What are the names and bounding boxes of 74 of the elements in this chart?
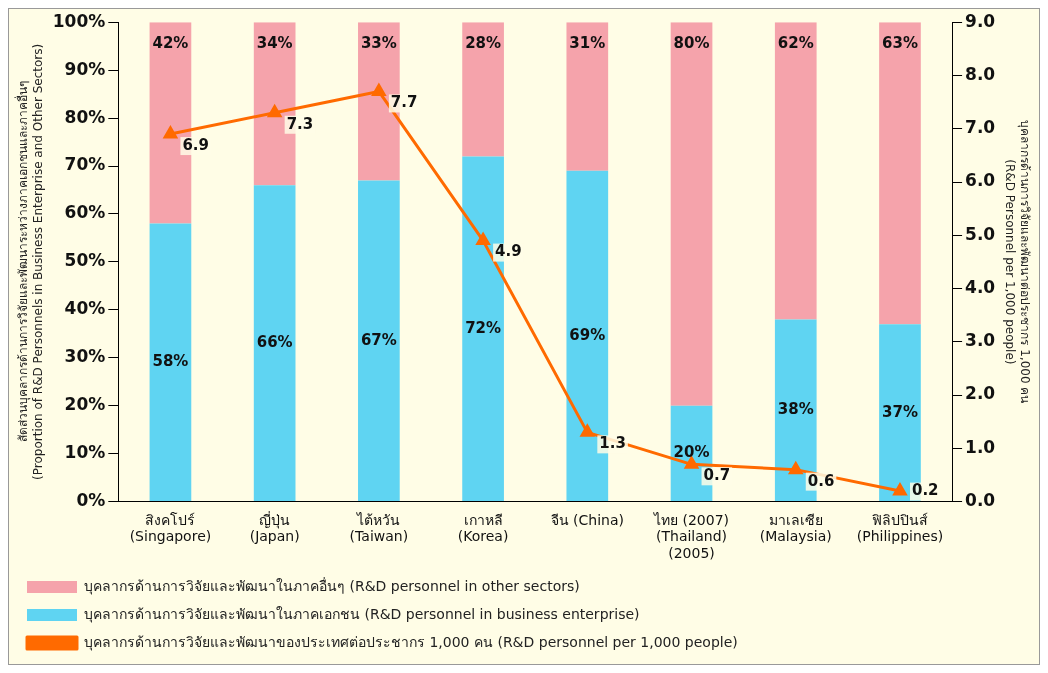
data-label: 20% (673, 443, 710, 462)
bar (566, 22, 609, 171)
y-tick-label: 30% (64, 346, 106, 367)
point (684, 456, 699, 469)
bar (670, 22, 713, 406)
data-label: 34% (256, 34, 293, 53)
data-label: 7.7 (390, 93, 418, 112)
x-tick-label: จีน (China) (550, 511, 624, 528)
data-label: 33% (360, 34, 397, 53)
y-tick-label: 40% (64, 298, 106, 319)
y-tick-label: 100% (52, 10, 106, 31)
y2-tick-label: 2.0 (965, 383, 996, 404)
legend-label: บุคลากรด้านการวิจัยและพัฒนาของประเทศต่อประชากร 1,000 คน (R&D personnel per 1,000 people) (84, 633, 738, 651)
data-label: 38% (777, 400, 814, 419)
data-label: 31% (569, 34, 606, 53)
point (789, 462, 803, 475)
y-tick-label: 0% (76, 490, 106, 511)
point (267, 105, 282, 118)
y-tick-label: 70% (64, 154, 106, 175)
y2-tick-label: 4.0 (965, 276, 996, 297)
data-label: 58% (152, 352, 189, 371)
y2-tick-label: 6.0 (965, 170, 996, 191)
bar (879, 22, 921, 325)
y-tick-label: 90% (64, 58, 106, 79)
y-tick-label: 10% (64, 442, 106, 463)
point (372, 83, 386, 96)
x-tick-label: มาเลเซีย (Malaysia) (759, 511, 832, 545)
data-label: 0.6 (807, 471, 835, 490)
x-tick-label: ไต้หวัน (Taiwan) (349, 511, 409, 545)
y2-tick-label: 5.0 (965, 223, 996, 244)
y-axis-title: สัดส่วนบุคลากรด้านการวิจัยและพัฒนาระหว่างภาคเอกชนและภาคอื่นๆ (Proportion of R&D Personnels in Business Enterprise and Other Sectors) (14, 43, 45, 480)
y2-axis-title: บุคลากรด้านการวิจัยและพัฒนาต่อประชากร 1,000 คน (R&D Personnel per 1,000 people) (1003, 120, 1032, 404)
point (893, 483, 907, 496)
bar (149, 223, 192, 502)
x-tick-label: สิงคโปร์ (Singapore) (129, 511, 212, 545)
bar (358, 180, 400, 502)
y-tick-label: 60% (64, 202, 106, 223)
data-label: 42% (152, 34, 189, 53)
y2-tick-label: 3.0 (965, 330, 996, 351)
x-tick-label: ฟิลิปปินส์ (Philippines) (856, 511, 944, 545)
data-label: 69% (569, 325, 606, 344)
data-label: 1.3 (599, 434, 626, 453)
data-label: 67% (360, 330, 397, 349)
y2-tick-label: 9.0 (965, 10, 996, 31)
y2-tick-label: 7.0 (965, 117, 996, 138)
data-label: 6.9 (182, 135, 210, 154)
x-tick-label: เกาหลี (Korea) (457, 511, 509, 545)
data-label: 37% (882, 402, 918, 421)
data-label: 28% (465, 34, 502, 53)
point (163, 126, 178, 139)
y-tick-label: 20% (64, 394, 106, 415)
data-label: 66% (256, 333, 293, 352)
y2-tick-label: 8.0 (965, 63, 996, 84)
y-tick-label: 50% (64, 250, 106, 271)
data-label: 0.2 (911, 481, 939, 500)
legend-label: บุคลากรด้านการวิจัยและพัฒนาในภาคอื่นๆ (R&D personnel in other sectors) (84, 576, 580, 595)
data-label: 7.3 (286, 114, 314, 133)
y-tick-label: 80% (64, 106, 106, 127)
bar (462, 22, 504, 157)
data-label: 0.7 (703, 466, 731, 485)
x-tick-label: ไทย (2007) (Thailand) (2005) (653, 511, 730, 562)
y2-tick-label: 1.0 (965, 436, 996, 457)
point (476, 233, 490, 246)
bar (253, 185, 296, 502)
y2-tick-label: 0.0 (965, 490, 996, 511)
data-label: 72% (465, 318, 502, 337)
data-label: 4.9 (495, 242, 522, 261)
bar (774, 22, 817, 320)
legend-label: บุคลากรด้านการวิจัยและพัฒนาในภาคเอกชน (R&D personnel in business enterprise) (84, 605, 640, 623)
x-tick-label: ญี่ปุ่น (Japan) (249, 510, 300, 545)
data-label: 63% (882, 34, 918, 53)
data-label: 62% (777, 34, 814, 53)
data-label: 80% (673, 34, 710, 53)
point (580, 424, 595, 437)
